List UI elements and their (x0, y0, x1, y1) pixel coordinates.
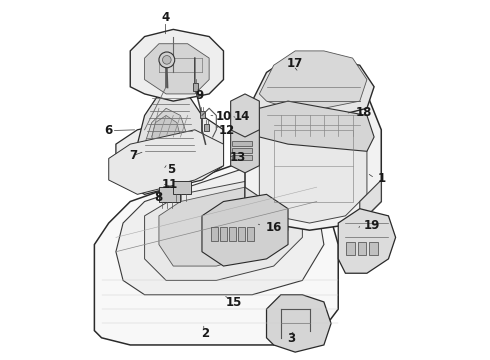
Bar (232, 155, 252, 160)
Polygon shape (338, 209, 395, 273)
Text: 10: 10 (216, 110, 232, 123)
Bar (204, 124, 209, 131)
Text: 7: 7 (129, 149, 138, 162)
Polygon shape (152, 116, 180, 151)
Polygon shape (145, 180, 302, 280)
Polygon shape (145, 108, 188, 158)
Polygon shape (116, 166, 324, 295)
Text: 5: 5 (167, 163, 175, 176)
Bar (220, 226, 227, 241)
Polygon shape (245, 80, 381, 230)
Circle shape (159, 52, 175, 68)
Polygon shape (137, 87, 202, 166)
Polygon shape (259, 94, 367, 223)
Text: 1: 1 (378, 172, 386, 185)
Polygon shape (95, 158, 338, 345)
Text: 9: 9 (195, 89, 203, 102)
Polygon shape (159, 187, 288, 266)
Polygon shape (267, 295, 331, 352)
Polygon shape (259, 51, 367, 108)
Text: 4: 4 (161, 12, 170, 24)
Polygon shape (231, 123, 259, 173)
Bar (232, 148, 252, 153)
Bar (346, 242, 355, 255)
Text: 14: 14 (234, 110, 250, 123)
Polygon shape (109, 130, 223, 194)
Bar (159, 187, 180, 202)
Polygon shape (145, 44, 209, 94)
Polygon shape (252, 58, 374, 116)
Bar (200, 111, 205, 118)
Circle shape (163, 55, 171, 64)
Text: 8: 8 (154, 191, 162, 204)
Text: 13: 13 (230, 151, 246, 164)
Text: 17: 17 (286, 57, 303, 70)
Polygon shape (259, 101, 374, 151)
Text: 19: 19 (364, 219, 380, 233)
Text: 15: 15 (225, 296, 242, 309)
Polygon shape (202, 194, 288, 266)
Text: 6: 6 (104, 124, 112, 137)
Text: 11: 11 (162, 178, 178, 191)
Bar (229, 226, 236, 241)
Text: 18: 18 (355, 106, 372, 119)
Text: 16: 16 (266, 221, 282, 234)
Polygon shape (245, 187, 267, 223)
Bar (193, 83, 197, 91)
Polygon shape (231, 94, 259, 137)
Bar (247, 226, 254, 241)
Bar (232, 141, 252, 146)
Bar (211, 226, 218, 241)
Polygon shape (130, 30, 223, 101)
Polygon shape (116, 116, 223, 194)
Bar (358, 242, 366, 255)
Text: 3: 3 (287, 332, 295, 345)
Bar (274, 130, 353, 202)
Bar (369, 242, 378, 255)
Bar (238, 226, 245, 241)
Polygon shape (130, 130, 209, 187)
Bar (173, 181, 191, 194)
Polygon shape (360, 180, 381, 223)
Text: 12: 12 (219, 124, 235, 137)
Text: 2: 2 (201, 327, 210, 340)
